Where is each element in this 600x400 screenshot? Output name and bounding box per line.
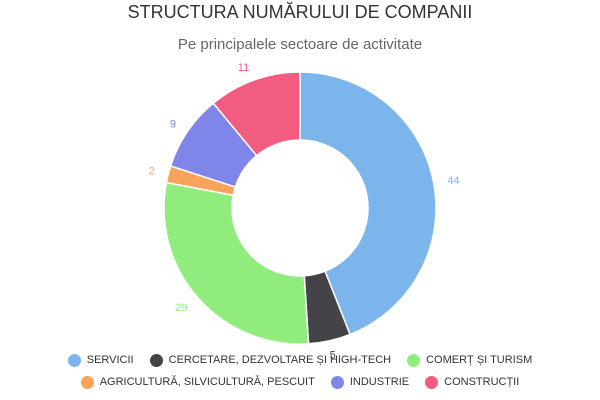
data-label-5: 11: [238, 62, 249, 74]
slice-5[interactable]: [212, 71, 301, 157]
slice-0[interactable]: [299, 71, 437, 336]
data-label-2: 29: [175, 302, 187, 314]
legend-item-cercetare[interactable]: CERCETARE, DEZVOLTARE ȘI HIGH-TECH: [149, 353, 392, 367]
chart-subtitle: Pe principalele sectoare de activitate: [177, 36, 423, 53]
legend-item-comert[interactable]: COMERȚ ȘI TURISM: [407, 353, 533, 367]
legend-label-servicii: SERVICII: [86, 354, 134, 366]
legend-marker-servicii: [67, 353, 81, 367]
legend-marker-constructii: [425, 375, 439, 389]
data-label-0: 44: [447, 175, 459, 187]
legend-item-agricultura[interactable]: AGRICULTURĂ, SILVICULTURĂ, PESCUIT: [80, 375, 315, 389]
slice-2[interactable]: [163, 181, 310, 345]
legend-label-cercetare: CERCETARE, DEZVOLTARE ȘI HIGH-TECH: [168, 354, 392, 366]
legend-row-2: AGRICULTURĂ, SILVICULTURĂ, PESCUIT INDUS…: [0, 371, 600, 393]
data-label-3: 2: [149, 166, 155, 178]
legend-label-comert: COMERȚ ȘI TURISM: [426, 354, 533, 366]
legend-row-1: SERVICII CERCETARE, DEZVOLTARE ȘI HIGH-T…: [0, 349, 600, 371]
legend-item-servicii[interactable]: SERVICII: [67, 353, 134, 367]
legend-label-industrie: INDUSTRIE: [349, 376, 410, 388]
legend-marker-comert: [407, 353, 421, 367]
data-label-4: 9: [170, 119, 176, 131]
legend-marker-agricultura: [80, 375, 94, 389]
legend: SERVICII CERCETARE, DEZVOLTARE ȘI HIGH-T…: [0, 349, 600, 393]
legend-label-agricultura: AGRICULTURĂ, SILVICULTURĂ, PESCUIT: [99, 376, 315, 388]
legend-marker-industrie: [330, 375, 344, 389]
data-label-1: 5: [330, 349, 336, 361]
chart-title: STRUCTURA NUMĂRULUI DE COMPANII: [127, 2, 473, 22]
legend-label-constructii: CONSTRUCȚII: [444, 376, 520, 388]
legend-marker-cercetare: [149, 353, 163, 367]
legend-item-industrie[interactable]: INDUSTRIE: [330, 375, 410, 389]
legend-item-constructii[interactable]: CONSTRUCȚII: [425, 375, 520, 389]
